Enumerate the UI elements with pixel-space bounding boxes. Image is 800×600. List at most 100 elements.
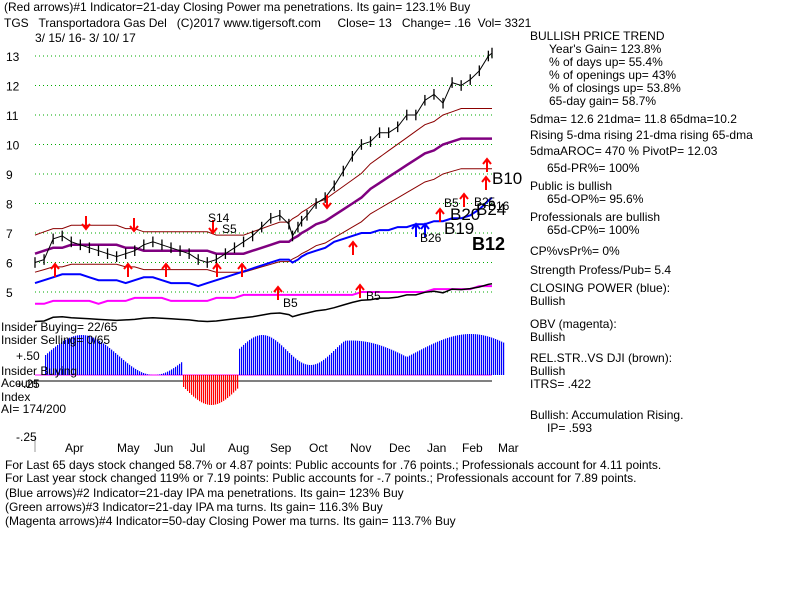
accum-bar xyxy=(117,354,119,375)
relstr-value: Bullish xyxy=(530,364,566,378)
accum-bar xyxy=(413,353,415,375)
accum-bar xyxy=(45,355,47,375)
signal-arrows xyxy=(50,157,492,300)
y-tick-5: 5 xyxy=(6,286,13,300)
accum-bar xyxy=(501,341,503,375)
accum-bar xyxy=(385,347,387,375)
accum-bar xyxy=(431,344,433,375)
accum-bar xyxy=(115,353,117,375)
accum-bar xyxy=(183,375,185,387)
accum-bar xyxy=(249,339,251,375)
accum-bar xyxy=(415,352,417,375)
accum-bar xyxy=(201,375,203,403)
accum-bar xyxy=(427,346,429,375)
accum-bar xyxy=(375,343,377,375)
x-tick-Mar: Mar xyxy=(498,441,519,455)
accum-bar xyxy=(121,358,123,375)
accum-bar xyxy=(355,340,357,375)
accum-bar xyxy=(421,349,423,375)
accum-bar xyxy=(439,340,441,375)
signal-b5: B5 xyxy=(366,289,381,303)
accum-bar xyxy=(279,343,281,375)
accum-bar xyxy=(397,352,399,375)
accum-bar xyxy=(169,370,171,375)
footer-line-5: (Magenta arrows)#4 Indicator=50-day Clos… xyxy=(5,514,456,528)
lower-band xyxy=(34,168,492,273)
y-tick-12: 12 xyxy=(6,80,20,94)
accum-bar xyxy=(305,364,307,375)
accum-bar xyxy=(317,363,319,375)
accum-bar xyxy=(457,335,459,375)
accum-bar xyxy=(73,336,75,375)
accum-bar xyxy=(263,335,265,375)
pct-days-up: % of days up= 55.4% xyxy=(549,55,663,69)
accum-bar xyxy=(325,358,327,375)
accum-bar xyxy=(177,365,179,375)
up-arrow xyxy=(123,262,133,277)
accum-bar xyxy=(411,354,413,375)
signal-b20: B20 xyxy=(450,205,480,224)
aroc-text: 5dmaAROC= 470 % PivotP= 12.03 xyxy=(530,144,718,158)
accum-bar xyxy=(277,341,279,375)
accum-bar xyxy=(395,351,397,375)
y-tick-6: 6 xyxy=(6,257,13,271)
accum-bar xyxy=(447,337,449,375)
accum-bar xyxy=(227,375,229,398)
stats-panel: BULLISH PRICE TREND Year's Gain= 123.8% … xyxy=(530,30,798,435)
accum-bar xyxy=(81,335,83,375)
up-arrow xyxy=(50,262,60,277)
signal-b16: B16 xyxy=(488,199,510,213)
accum-bar xyxy=(69,337,71,375)
accum-bar xyxy=(381,345,383,375)
insider-selling: Insider Selling= 0/65 xyxy=(1,333,111,347)
header-ticker-line: TGS Transportadora Gas Del (C)2017 www.t… xyxy=(4,16,531,30)
accum-bar xyxy=(193,375,195,397)
up-arrow xyxy=(355,283,365,298)
accum-bar xyxy=(347,340,349,375)
accum-bar xyxy=(95,338,97,375)
accum-bar xyxy=(391,349,393,375)
accum-bar xyxy=(485,335,487,375)
accum-bar xyxy=(407,356,409,375)
header-indicator-line: (Red arrows)#1 Indicator=21-day Closing … xyxy=(4,0,471,14)
accum-bar xyxy=(181,362,183,375)
rising-text: Rising 5-dma rising 21-dma rising 65-dma xyxy=(530,128,753,142)
x-tick-Aug: Aug xyxy=(228,441,249,455)
accum-bar xyxy=(53,348,55,375)
accum-bar xyxy=(109,347,111,375)
accum-bar xyxy=(125,361,127,375)
down-arrow xyxy=(129,218,139,233)
company-name: Transportadora Gas Del xyxy=(38,16,167,30)
op65: 65d-OP%= 95.6% xyxy=(547,192,644,206)
footer-line-2: For Last year stock changed 119% or 7.19… xyxy=(5,471,637,485)
accum-bar xyxy=(297,359,299,375)
accum-bar xyxy=(401,354,403,375)
accum-bar xyxy=(497,339,499,375)
up-arrow xyxy=(481,175,491,190)
accum-bar xyxy=(59,343,61,375)
y-tick-10: 10 xyxy=(6,139,20,153)
accum-bar xyxy=(451,336,453,375)
x-tick-Jul: Jul xyxy=(190,441,205,455)
accum-bar xyxy=(167,371,169,375)
ticker: TGS xyxy=(4,16,29,30)
accum-bar xyxy=(393,350,395,375)
closing-power-label: CLOSING POWER (blue): xyxy=(530,281,671,295)
accum-bar xyxy=(321,361,323,375)
accum-bar xyxy=(161,373,163,375)
accum-bar xyxy=(107,346,109,375)
x-tick-Sep: Sep xyxy=(270,441,292,455)
accum-bar xyxy=(333,351,335,375)
accum-bar xyxy=(445,338,447,375)
signal-b19: B19 xyxy=(444,219,474,238)
accum-bar xyxy=(353,340,355,375)
accum-bar xyxy=(187,375,189,392)
accum-bar xyxy=(259,335,261,375)
signal-b12: B12 xyxy=(472,234,505,254)
accum-bar xyxy=(135,368,137,375)
accum-bar xyxy=(365,341,367,375)
accum-bar xyxy=(273,338,275,375)
accum-bar xyxy=(141,372,143,375)
accum-bar xyxy=(323,359,325,375)
